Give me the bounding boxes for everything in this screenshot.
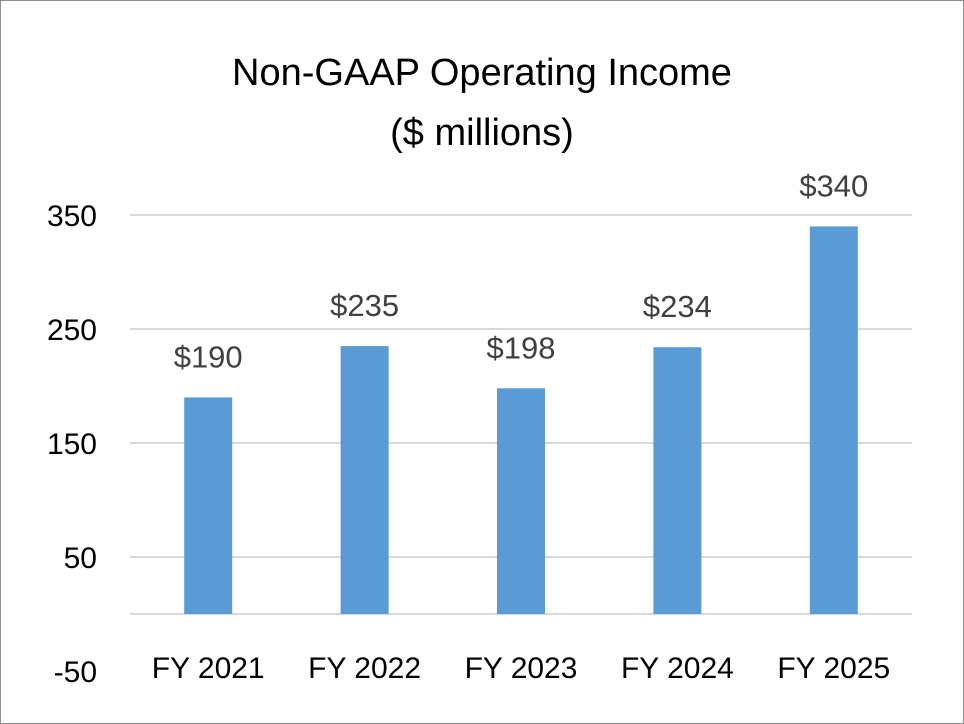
y-tick-label: 350: [47, 200, 97, 233]
data-label: $234: [643, 289, 712, 324]
x-category-label: FY 2022: [308, 652, 421, 685]
chart-title-line-1: Non-GAAP Operating Income: [232, 52, 732, 94]
data-label: $235: [330, 288, 399, 323]
y-tick-label: 150: [47, 428, 97, 461]
bar: [653, 347, 702, 614]
bar: [497, 388, 545, 614]
chart-title-line-2: ($ millions): [390, 112, 574, 154]
bar: [340, 346, 389, 614]
x-axis-categories: FY 2021 FY 2022 FY 2023 FY 2024 FY 2025: [152, 652, 890, 685]
y-axis-ticks: 350 250 150 50 -50: [47, 200, 97, 689]
y-tick-label: -50: [54, 656, 97, 689]
data-label: $340: [799, 168, 868, 203]
y-tick-label: 50: [64, 542, 97, 575]
x-category-label: FY 2021: [152, 652, 265, 685]
y-tick-label: 250: [47, 314, 97, 347]
bar: [809, 226, 858, 614]
chart-title: Non-GAAP Operating Income ($ millions): [232, 52, 732, 154]
x-category-label: FY 2024: [621, 652, 734, 685]
data-label: $198: [487, 330, 556, 365]
data-label: $190: [174, 339, 243, 374]
data-labels: $190 $235 $198 $234 $340: [174, 168, 869, 374]
x-category-label: FY 2023: [465, 652, 578, 685]
bar: [184, 397, 233, 614]
bars: [184, 226, 858, 614]
x-category-label: FY 2025: [777, 652, 890, 685]
